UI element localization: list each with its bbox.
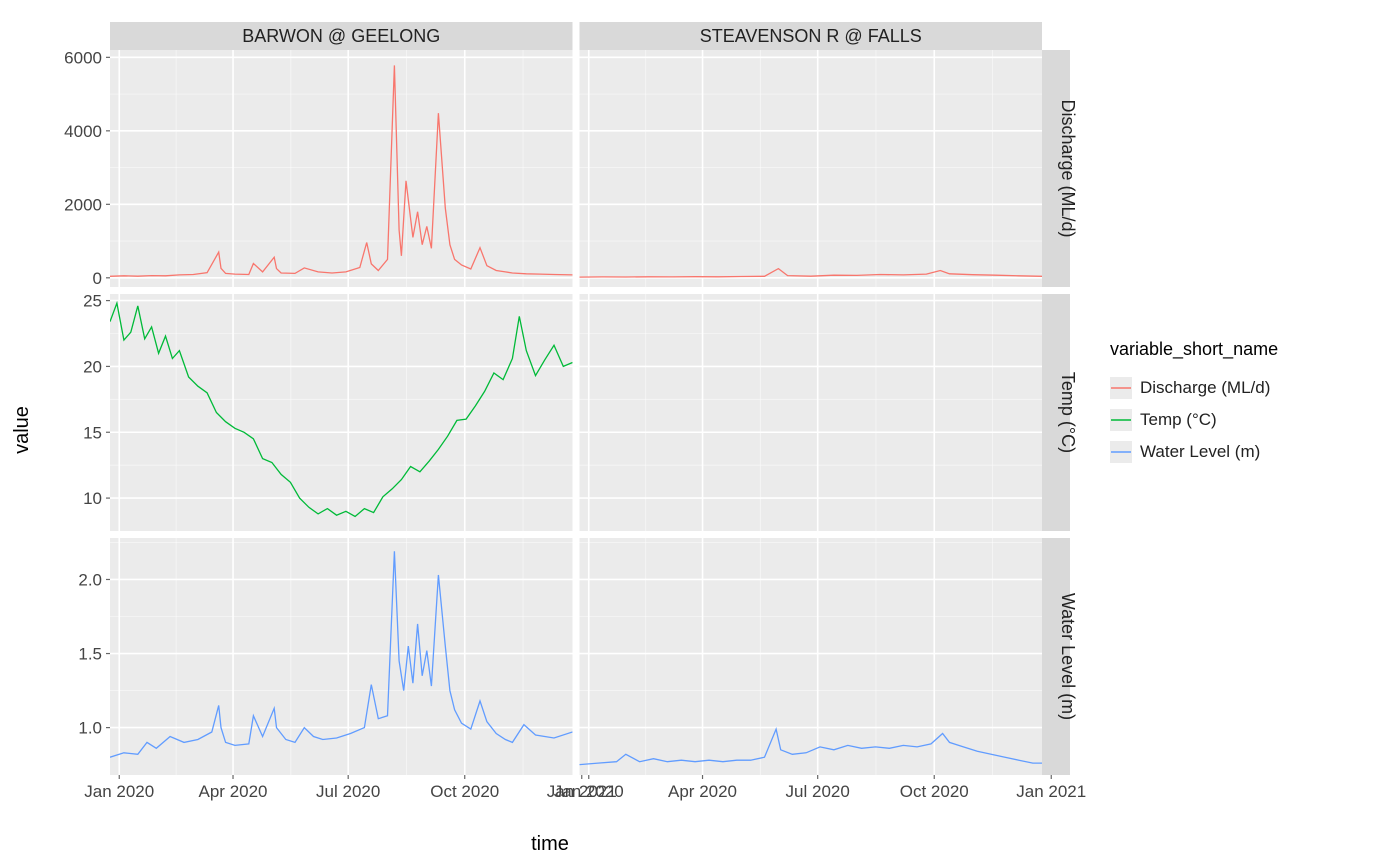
legend: variable_short_name Discharge (ML/d) Temp… <box>1110 339 1278 463</box>
panel <box>580 50 1043 287</box>
y-tick-label: 1.0 <box>78 719 102 738</box>
x-tick-label: Oct 2020 <box>430 782 499 801</box>
y-tick-label: 0 <box>93 269 102 288</box>
x-tick-label: Jul 2020 <box>316 782 380 801</box>
panel <box>580 538 1043 775</box>
y-tick-label: 4000 <box>64 122 102 141</box>
x-axis-title: time <box>531 833 569 855</box>
panel <box>110 294 573 531</box>
y-tick-label: 2000 <box>64 195 102 214</box>
svg-text:Discharge (ML/d): Discharge (ML/d) <box>1058 99 1078 237</box>
x-tick-label: Apr 2020 <box>199 782 268 801</box>
legend-item: Discharge (ML/d) <box>1110 377 1270 399</box>
legend-item: Water Level (m) <box>1110 441 1260 463</box>
y-tick-label: 15 <box>83 423 102 442</box>
panel <box>580 294 1043 531</box>
svg-text:BARWON @ GEELONG: BARWON @ GEELONG <box>242 26 440 46</box>
x-tick-label: Jan 2020 <box>554 782 624 801</box>
y-tick-label: 2.0 <box>78 570 102 589</box>
svg-text:Water Level (m): Water Level (m) <box>1058 593 1078 720</box>
x-tick-label: Apr 2020 <box>668 782 737 801</box>
row-strip: Temp (°C) <box>1042 294 1078 531</box>
y-tick-label: 1.5 <box>78 645 102 664</box>
legend-item: Temp (°C) <box>1110 409 1217 431</box>
facet-chart: value time BARWON @ GEELONG STEAVENSON R … <box>10 10 1390 855</box>
y-axis-title: value <box>11 406 33 454</box>
x-tick-label: Jan 2020 <box>84 782 154 801</box>
x-tick-label: Oct 2020 <box>900 782 969 801</box>
svg-text:Discharge (ML/d): Discharge (ML/d) <box>1140 378 1270 397</box>
row-strip: Discharge (ML/d) <box>1042 50 1078 287</box>
legend-title: variable_short_name <box>1110 339 1278 360</box>
svg-text:Temp (°C): Temp (°C) <box>1140 410 1217 429</box>
panel <box>110 538 573 775</box>
x-tick-label: Jan 2021 <box>1016 782 1086 801</box>
x-tick-label: Jul 2020 <box>786 782 850 801</box>
column-strip: BARWON @ GEELONG <box>110 22 573 50</box>
row-strip: Water Level (m) <box>1042 538 1078 775</box>
svg-text:Temp (°C): Temp (°C) <box>1058 372 1078 453</box>
panel <box>110 50 573 287</box>
svg-text:Water Level (m): Water Level (m) <box>1140 442 1260 461</box>
y-tick-label: 6000 <box>64 48 102 67</box>
y-tick-label: 10 <box>83 489 102 508</box>
y-tick-label: 20 <box>83 357 102 376</box>
column-strip: STEAVENSON R @ FALLS <box>580 22 1043 50</box>
svg-text:STEAVENSON R @ FALLS: STEAVENSON R @ FALLS <box>700 26 922 46</box>
y-tick-label: 25 <box>83 292 102 311</box>
